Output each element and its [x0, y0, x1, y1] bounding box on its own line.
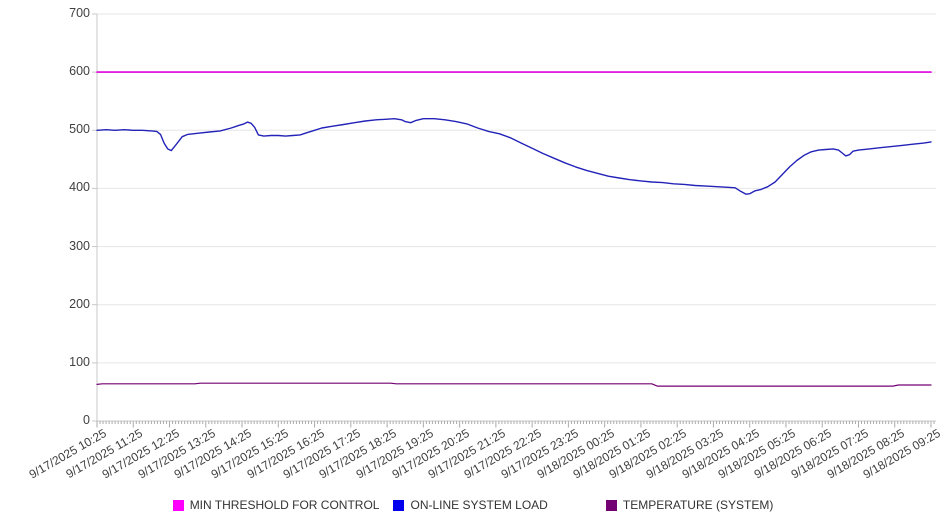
legend-item-temperature: TEMPERATURE (SYSTEM)	[605, 498, 774, 512]
series-line-2	[96, 382, 932, 387]
y-tick-label: 300	[69, 238, 90, 253]
series-line-1	[96, 117, 932, 195]
legend-label-system-load: ON-LINE SYSTEM LOAD	[410, 498, 548, 512]
min-threshold-swatch-icon	[172, 499, 184, 511]
legend-label-temperature: TEMPERATURE (SYSTEM)	[622, 498, 774, 512]
y-tick-label: 400	[69, 180, 90, 195]
system-load-swatch-icon	[393, 499, 405, 511]
legend-item-system-load: ON-LINE SYSTEM LOAD	[393, 498, 548, 512]
y-tick-label: 700	[69, 6, 90, 20]
y-tick-label: 0	[83, 413, 90, 427]
legend-item-min-threshold: MIN THRESHOLD FOR CONTROL	[172, 498, 380, 512]
y-tick-label: 500	[69, 122, 90, 137]
y-tick-label: 600	[69, 64, 90, 79]
y-tick-label: 100	[69, 354, 90, 369]
temperature-swatch-icon	[605, 499, 617, 511]
legend-label-min-threshold: MIN THRESHOLD FOR CONTROL	[189, 498, 380, 512]
y-tick-label: 200	[69, 296, 90, 311]
legend: MIN THRESHOLD FOR CONTROL ON-LINE SYSTEM…	[0, 498, 946, 512]
